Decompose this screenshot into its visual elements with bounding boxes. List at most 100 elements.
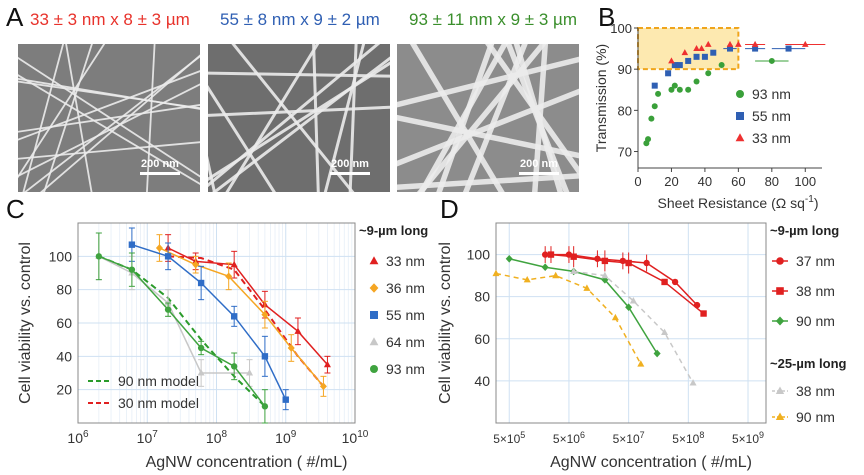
sem-texture-3: 200 nm bbox=[397, 44, 579, 192]
x-axis-label: AgNW concentration ( #/mL) bbox=[550, 454, 752, 471]
data-point bbox=[710, 49, 717, 56]
x-tick-exponent: 9 bbox=[291, 429, 297, 440]
legend-marker bbox=[370, 365, 378, 373]
x-tick-exponent: 10 bbox=[357, 429, 369, 440]
legend-marker bbox=[775, 316, 785, 326]
model-curve bbox=[98, 255, 266, 408]
data-point bbox=[645, 136, 652, 143]
data-point bbox=[676, 62, 683, 69]
nanowire bbox=[43, 44, 93, 192]
nanowire bbox=[418, 44, 508, 192]
x-tick-label: 5×108 bbox=[672, 430, 704, 446]
legend-label: 55 nm bbox=[386, 307, 425, 323]
nanowire bbox=[65, 44, 93, 192]
data-point bbox=[601, 257, 609, 265]
series-90-nm-group0 bbox=[505, 254, 661, 358]
data-point bbox=[693, 44, 700, 51]
series-line bbox=[573, 270, 694, 384]
data-point bbox=[541, 263, 549, 272]
y-axis-label: Cell viability vs. control bbox=[437, 242, 454, 404]
series-line bbox=[509, 258, 658, 354]
sem-background bbox=[208, 44, 390, 192]
data-point bbox=[230, 313, 238, 320]
legend-marker bbox=[369, 283, 379, 293]
nanowire bbox=[462, 44, 528, 192]
data-point bbox=[547, 251, 555, 258]
nanowire bbox=[18, 141, 200, 160]
y-tick-label: 40 bbox=[56, 348, 72, 364]
legend-label: 90 nm bbox=[796, 409, 835, 425]
y-tick-label: 20 bbox=[56, 382, 72, 398]
data-point bbox=[665, 70, 672, 77]
data-point bbox=[668, 86, 675, 93]
legend-marker bbox=[735, 133, 745, 142]
data-point bbox=[629, 297, 637, 304]
sem-texture-2: 200 nm bbox=[208, 44, 390, 192]
x-tick-base: 10 bbox=[275, 430, 291, 446]
x-tick-exponent: 9 bbox=[759, 430, 764, 440]
legend-marker bbox=[369, 337, 379, 346]
data-point bbox=[164, 299, 172, 306]
series-37-nm-group0 bbox=[541, 246, 701, 309]
sem-image-3: 200 nm bbox=[397, 44, 579, 192]
x-axis-label-end: ) bbox=[814, 195, 819, 211]
nanowire bbox=[208, 71, 390, 78]
data-point bbox=[689, 379, 697, 386]
data-point bbox=[95, 253, 103, 260]
data-point bbox=[668, 57, 675, 64]
panel-a-letter: A bbox=[6, 2, 24, 32]
data-point bbox=[701, 53, 708, 60]
data-point bbox=[611, 313, 619, 321]
x-tick-label: 5×109 bbox=[732, 430, 764, 446]
data-point bbox=[625, 303, 633, 312]
y-tick-label: 60 bbox=[56, 315, 72, 331]
data-point bbox=[655, 90, 662, 97]
nanowire bbox=[18, 83, 200, 178]
sem-title-2: 55 ± 8 nm x 9 ± 2 µm bbox=[220, 10, 380, 29]
legend-marker bbox=[776, 287, 784, 295]
legend-marker bbox=[776, 257, 784, 265]
x-tick-label: 20 bbox=[664, 174, 678, 189]
nanowire bbox=[416, 44, 547, 192]
y-tick-label: 60 bbox=[474, 331, 490, 347]
series-line bbox=[98, 255, 266, 407]
x-tick-exponent: 6 bbox=[580, 430, 585, 440]
data-point bbox=[128, 241, 136, 248]
data-point bbox=[197, 344, 205, 352]
data-point bbox=[261, 403, 269, 410]
series-33-nm bbox=[164, 234, 331, 374]
data-point bbox=[752, 45, 759, 52]
model-legend-label: 30 nm model bbox=[118, 395, 199, 411]
data-point bbox=[671, 82, 678, 89]
data-point bbox=[693, 78, 700, 85]
data-point bbox=[681, 49, 689, 56]
data-point bbox=[246, 369, 254, 376]
x-tick-exponent: 8 bbox=[699, 430, 704, 440]
series-line bbox=[159, 247, 325, 387]
nanowire bbox=[397, 88, 579, 167]
legend-label: 38 nm bbox=[796, 383, 835, 399]
legend-label: 33 nm bbox=[752, 130, 791, 146]
data-point bbox=[294, 327, 302, 334]
nanowire bbox=[409, 44, 505, 192]
data-point bbox=[651, 82, 658, 89]
nanowire bbox=[397, 56, 579, 108]
y-tick-label: 80 bbox=[56, 282, 72, 298]
data-point bbox=[735, 40, 742, 47]
data-point bbox=[718, 62, 725, 69]
data-point bbox=[661, 278, 668, 286]
data-point bbox=[583, 284, 591, 291]
x-tick-exponent: 6 bbox=[83, 429, 89, 440]
legend-marker bbox=[736, 112, 744, 120]
scale-bar-label: 200 nm bbox=[331, 158, 369, 170]
data-point bbox=[693, 53, 700, 60]
y-tick-label: 70 bbox=[618, 145, 632, 160]
data-point bbox=[192, 260, 200, 269]
data-point bbox=[164, 253, 172, 260]
legend-marker bbox=[369, 256, 379, 265]
series-93-nm bbox=[95, 232, 269, 424]
series-55-nm bbox=[651, 45, 806, 89]
legend-marker bbox=[775, 386, 785, 395]
x-tick-label: 5×106 bbox=[553, 430, 585, 446]
